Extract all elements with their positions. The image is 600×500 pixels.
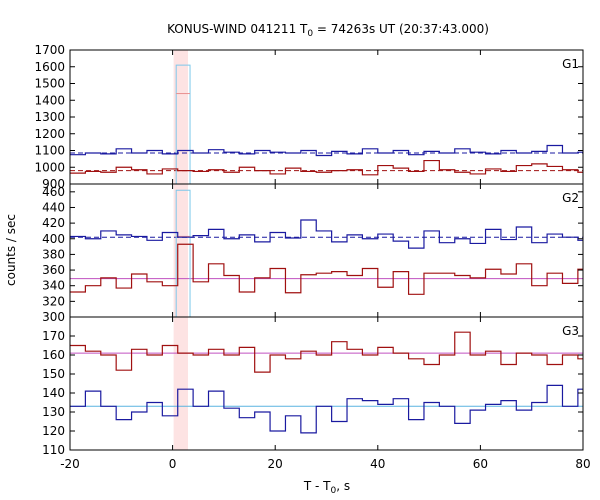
- title-rest: = 74263s UT (20:37:43.000): [313, 22, 489, 36]
- panel-frame: [69, 183, 584, 318]
- series-step-line: [70, 331, 583, 373]
- x-tick-label: 60: [473, 457, 488, 471]
- chart-title: KONUS-WIND 041211 T0 = 74263s UT (20:37:…: [167, 22, 489, 39]
- panel-label: G3: [562, 324, 579, 338]
- y-tick-label: 900: [42, 177, 65, 191]
- y-tick-label: 1600: [34, 60, 65, 74]
- panel-g3: 110 120 130 140 150 160 170 G3: [42, 316, 584, 457]
- y-tick-label: 1700: [34, 43, 65, 57]
- panel-label: G2: [562, 191, 579, 205]
- panel-g1: 900 1000 1100 1200 1300 1400 1500 1600 1700 G1: [34, 43, 584, 191]
- y-tick-label: 1000: [34, 160, 65, 174]
- panel-frame: [69, 49, 584, 185]
- y-tick-label: 150: [42, 367, 65, 381]
- y-tick-label: 160: [42, 348, 65, 362]
- burst-spike: [175, 64, 191, 184]
- x-tick-label: 20: [268, 457, 283, 471]
- x-tick-label: -20: [60, 457, 80, 471]
- y-tick-label: 460: [42, 185, 65, 199]
- y-tick-label: 300: [42, 310, 65, 324]
- y-tick-label: 320: [42, 294, 65, 308]
- panel-label: G1: [562, 57, 579, 71]
- series-step-line: [70, 384, 583, 434]
- y-tick-label: 140: [42, 386, 65, 400]
- panel-frame: [69, 316, 584, 451]
- burst-spike: [175, 189, 191, 317]
- y-tick-label: 380: [42, 247, 65, 261]
- y-tick-label: 120: [42, 424, 65, 438]
- y-tick-label: 360: [42, 263, 65, 277]
- y-tick-label: 420: [42, 216, 65, 230]
- panels-group: 90010001100120013001400150016001700G1300…: [34, 43, 590, 471]
- y-tick-label: 1500: [34, 77, 65, 91]
- y-tick-label: 1300: [34, 110, 65, 124]
- series-step-line: [70, 159, 583, 176]
- y-tick-label: 1100: [34, 144, 65, 158]
- series-step-line: [70, 144, 583, 157]
- x-tick-label: 0: [169, 457, 177, 471]
- x-tick-label: 40: [370, 457, 385, 471]
- x-tick-label: 80: [575, 457, 590, 471]
- y-tick-label: 110: [42, 443, 65, 457]
- x-label-rest: , s: [336, 479, 350, 493]
- y-axis-label: counts / sec: [4, 214, 18, 286]
- y-tick-label: 340: [42, 279, 65, 293]
- x-axis-label: T - T0, s: [303, 479, 350, 496]
- x-label-main: T - T: [303, 479, 331, 493]
- series-step-line: [70, 243, 583, 295]
- series-step-line: [70, 219, 583, 249]
- y-tick-label: 400: [42, 232, 65, 246]
- title-subscript: 0: [307, 29, 313, 39]
- y-tick-label: 130: [42, 405, 65, 419]
- x-label-subscript: 0: [331, 486, 337, 496]
- y-tick-label: 1200: [34, 127, 65, 141]
- y-tick-label: 440: [42, 200, 65, 214]
- y-tick-label: 170: [42, 329, 65, 343]
- y-tick-label: 1400: [34, 93, 65, 107]
- title-main: KONUS-WIND 041211 T: [167, 22, 308, 36]
